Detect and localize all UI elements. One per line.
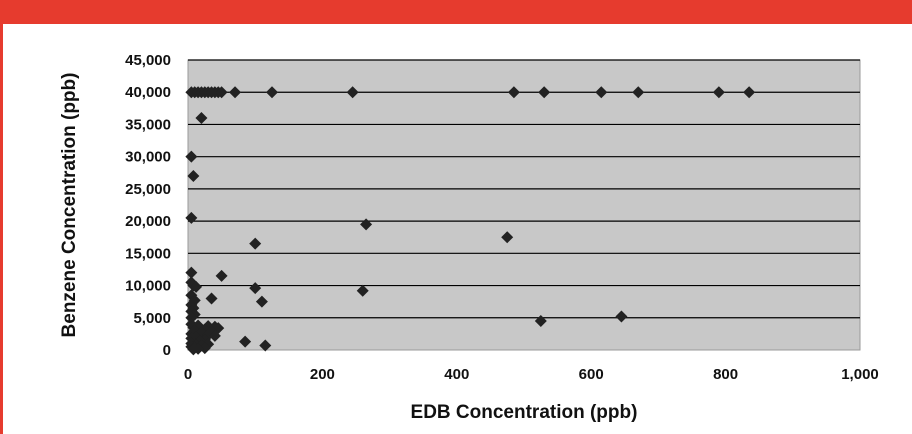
data-point: [205, 292, 218, 305]
data-point: [255, 295, 268, 308]
y-tick-label: 35,000: [125, 116, 171, 133]
data-point: [360, 218, 373, 231]
x-tick-label: 400: [444, 366, 469, 383]
y-tick-label: 40,000: [125, 84, 171, 101]
x-axis-title: EDB Concentration (ppb): [411, 402, 638, 423]
y-tick-label: 20,000: [125, 213, 171, 230]
data-point: [356, 284, 369, 297]
x-tick-label: 0: [184, 366, 192, 383]
x-tick-label: 800: [713, 366, 738, 383]
y-tick-label: 45,000: [125, 52, 171, 69]
data-point: [195, 112, 208, 124]
data-point: [615, 310, 628, 323]
data-point: [743, 86, 756, 99]
y-axis-ticks: 0 5,000 10,000 15,000 20,000 25,000 30,000 35,0…: [125, 52, 171, 359]
data-point: [187, 343, 200, 356]
y-tick-label: 15,000: [125, 245, 171, 262]
y-tick-label: 5,000: [133, 310, 171, 327]
y-tick-label: 0: [163, 342, 171, 359]
data-point: [595, 86, 608, 99]
data-point: [198, 342, 211, 355]
data-point: [259, 339, 272, 352]
data-point: [507, 86, 520, 99]
data-point: [249, 282, 262, 295]
x-tick-label: 600: [579, 366, 604, 383]
header-accent-bar: [3, 0, 912, 24]
data-point: [187, 170, 200, 182]
data-point: [346, 86, 359, 99]
x-tick-label: 1,000: [841, 366, 879, 383]
data-point: [208, 329, 221, 342]
x-tick-label: 200: [310, 366, 335, 383]
data-point: [712, 86, 725, 99]
data-points: [185, 86, 756, 356]
data-point: [249, 237, 262, 250]
data-point: [185, 266, 198, 279]
y-tick-label: 25,000: [125, 181, 171, 198]
y-tick-label: 10,000: [125, 278, 171, 295]
data-point: [215, 86, 228, 99]
plot-area: [187, 59, 861, 351]
gridlines: [188, 59, 860, 319]
y-axis-title: Benzene Concentration (ppb): [59, 73, 80, 338]
data-point: [538, 86, 551, 99]
data-point: [215, 269, 228, 282]
data-point: [185, 211, 198, 224]
data-point: [190, 280, 203, 293]
scatter-chart: 0 5,000 10,000 15,000 20,000 25,000 30,000 35,0…: [59, 52, 879, 423]
data-point: [501, 231, 514, 244]
data-point: [632, 86, 645, 99]
data-point: [239, 335, 252, 348]
data-point: [185, 311, 198, 324]
x-axis-ticks: 0 200 400 600 800 1,000: [184, 366, 879, 383]
data-point: [229, 86, 242, 99]
data-point: [534, 315, 547, 327]
y-tick-label: 30,000: [125, 149, 171, 166]
data-point: [185, 150, 198, 163]
data-point: [266, 86, 278, 99]
